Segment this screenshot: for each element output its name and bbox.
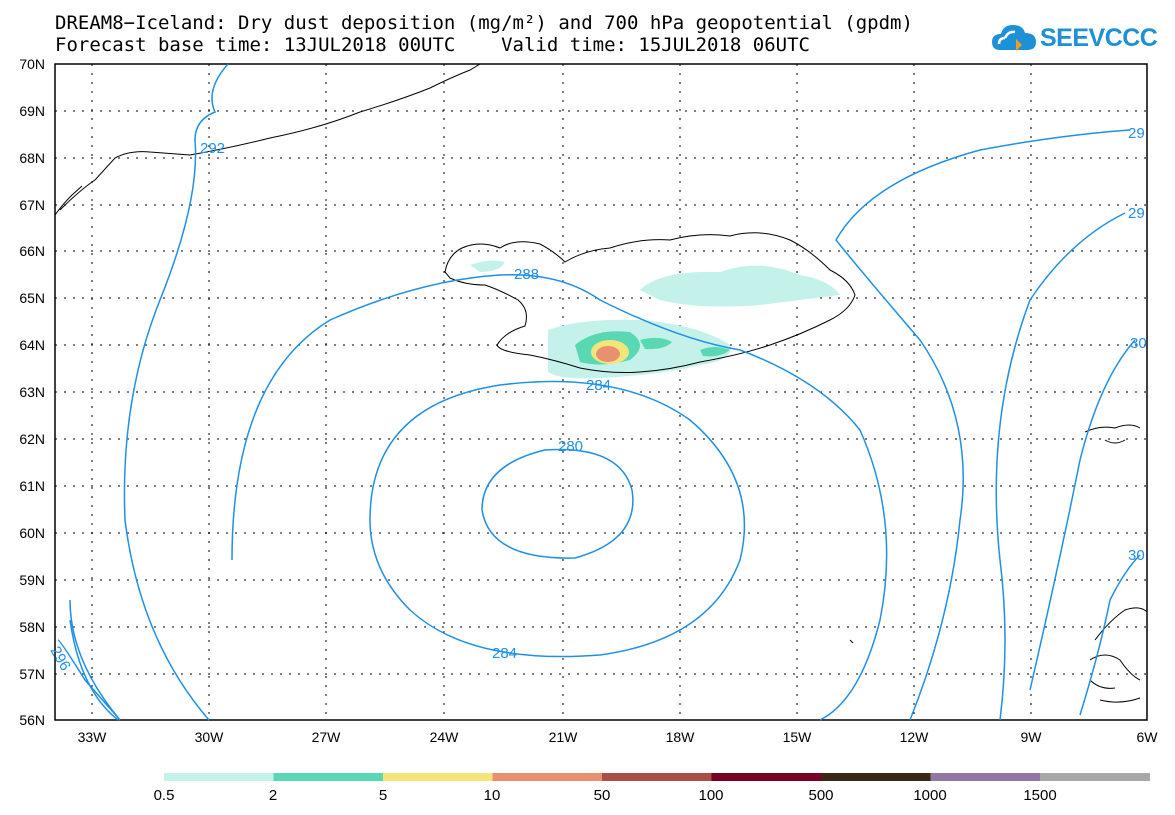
seevccc-logo: SEEVCCC xyxy=(990,22,1158,54)
lat-label: 60N xyxy=(19,525,45,541)
lat-label: 56N xyxy=(19,712,45,728)
lon-label: 21W xyxy=(549,729,579,745)
legend-labels: 0.5 2 5 10 50 100 500 1000 1500 xyxy=(154,787,1057,804)
legend-swatch xyxy=(602,773,712,781)
legend-swatch xyxy=(1040,773,1150,781)
contour-288 xyxy=(231,273,888,721)
lon-label: 6W xyxy=(1137,729,1159,745)
contour-label-280: 280 xyxy=(558,438,583,455)
contour-label-29-east2: 29 xyxy=(1128,205,1145,222)
geopotential-contours xyxy=(57,63,1141,721)
lat-label: 69N xyxy=(19,103,45,119)
lon-label: 27W xyxy=(312,729,342,745)
title-line-1: DREAM8−Iceland: Dry dust deposition (mg/… xyxy=(55,12,913,34)
lon-label: 15W xyxy=(783,729,813,745)
contour-label-288: 288 xyxy=(514,266,539,283)
lon-label: 12W xyxy=(900,729,930,745)
coastlines xyxy=(54,63,1148,703)
legend-swatch xyxy=(383,773,493,781)
dust-deposition-field xyxy=(470,260,840,379)
lat-label: 64N xyxy=(19,337,45,353)
legend-swatch xyxy=(821,773,931,781)
legend-swatches xyxy=(164,773,1150,781)
legend-swatch xyxy=(273,773,384,781)
contour-292 xyxy=(57,599,121,721)
legend-label: 50 xyxy=(594,787,611,804)
legend-label: 0.5 xyxy=(154,787,175,804)
legend-swatch xyxy=(711,773,822,781)
legend-swatch xyxy=(492,773,603,781)
lat-label: 67N xyxy=(19,197,45,213)
logo-text: SEEVCCC xyxy=(1040,23,1158,52)
legend-swatch xyxy=(930,773,1041,781)
lon-label: 9W xyxy=(1021,729,1043,745)
iceland-coastline xyxy=(444,232,856,373)
contour-292-west xyxy=(69,63,229,721)
title-line-2: Forecast base time: 13JUL2018 00UTC Vali… xyxy=(55,34,810,56)
legend-label: 500 xyxy=(808,787,833,804)
colorbar-legend: 0.5 2 5 10 50 100 500 1000 1500 xyxy=(154,773,1150,804)
legend-label: 10 xyxy=(484,787,501,804)
lat-label: 66N xyxy=(19,243,45,259)
lon-label: 33W xyxy=(78,729,108,745)
contour-29x-east2 xyxy=(995,212,1126,721)
lat-label: 61N xyxy=(19,478,45,494)
legend-label: 5 xyxy=(379,787,387,804)
contour-296-east xyxy=(835,129,1131,721)
contour-label-30-east1: 30 xyxy=(1130,335,1147,352)
contour-300 xyxy=(1029,339,1136,691)
contour-label-29-east1: 29 xyxy=(1128,125,1145,142)
legend-label: 2 xyxy=(269,787,277,804)
contour-label-30-east2: 30 xyxy=(1128,547,1145,564)
legend-label: 1500 xyxy=(1023,787,1056,804)
contour-labels: 292 288 284 280 284 296 29 29 30 30 xyxy=(47,125,1147,674)
legend-swatch xyxy=(164,773,274,781)
lon-label: 30W xyxy=(195,729,225,745)
lon-label: 24W xyxy=(430,729,460,745)
longitude-labels: 33W 30W 27W 24W 21W 18W 15W 12W 9W 6W xyxy=(78,729,1159,745)
lat-label: 65N xyxy=(19,290,45,306)
legend-label: 100 xyxy=(698,787,723,804)
contour-label-284-top: 284 xyxy=(586,377,611,394)
legend-label: 1000 xyxy=(913,787,946,804)
contour-280 xyxy=(481,448,634,559)
lat-label: 70N xyxy=(19,56,45,72)
contour-284-inner xyxy=(369,380,746,658)
map-title: DREAM8−Iceland: Dry dust deposition (mg/… xyxy=(55,12,913,56)
lat-label: 68N xyxy=(19,150,45,166)
contour-label-292: 292 xyxy=(200,140,225,157)
lat-label: 57N xyxy=(19,666,45,682)
contour-304 xyxy=(1079,554,1141,716)
lat-label: 63N xyxy=(19,384,45,400)
lat-label: 58N xyxy=(19,619,45,635)
lat-label: 59N xyxy=(19,572,45,588)
lon-label: 18W xyxy=(666,729,696,745)
cloud-icon xyxy=(992,25,1036,51)
contour-label-284-bottom: 284 xyxy=(492,645,517,662)
lat-label: 62N xyxy=(19,431,45,447)
latitude-labels: 70N 69N 68N 67N 66N 65N 64N 63N 62N 61N … xyxy=(19,56,45,728)
